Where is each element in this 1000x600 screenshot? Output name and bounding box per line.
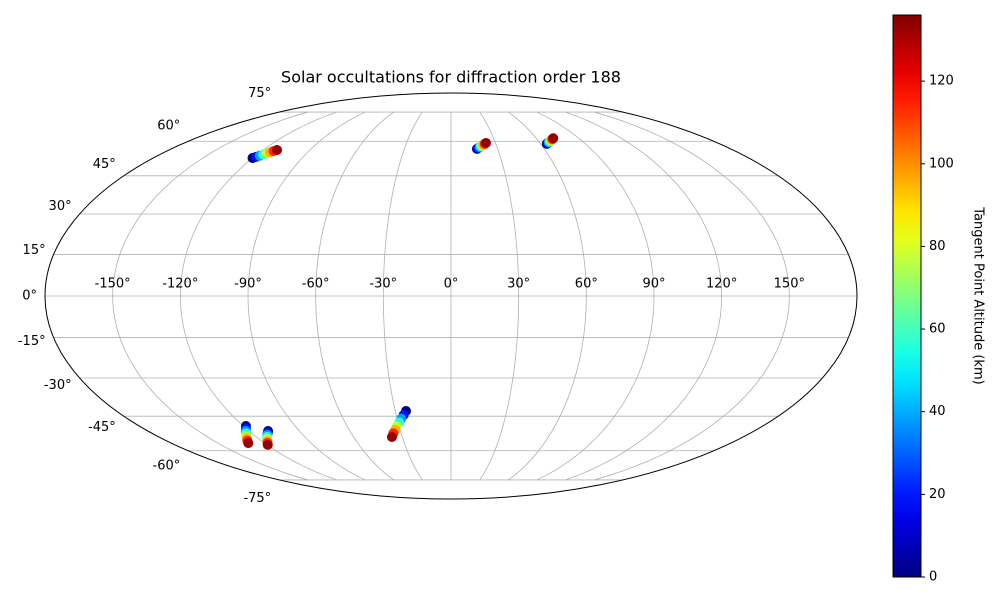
y-tick-label: 45°: [93, 157, 116, 172]
x-tick-label: 120°: [706, 277, 737, 292]
colorbar-tick-label: 80: [929, 239, 946, 254]
x-tick-label: -150°: [95, 277, 131, 292]
colorbar-label: Tangent Point Altitude (km): [971, 206, 986, 384]
y-tick-label: -75°: [243, 491, 271, 506]
grid-line: [479, 111, 520, 481]
x-tick-label: 0°: [444, 277, 459, 292]
y-tick-label: -60°: [153, 458, 181, 473]
y-tick-label: -15°: [18, 334, 46, 349]
x-tick-label: 150°: [774, 277, 805, 292]
x-tick-label: -30°: [369, 277, 397, 292]
colorbar-tick-label: 20: [929, 487, 946, 502]
grid-line: [315, 111, 394, 481]
x-tick-label: -60°: [302, 277, 330, 292]
colorbar-tick-label: 0: [929, 570, 937, 585]
scatter-point: [548, 133, 559, 144]
chart-title: Solar occultations for diffraction order…: [281, 68, 621, 87]
scatter-point: [386, 432, 397, 443]
y-tick-label: 15°: [23, 243, 46, 258]
grid-line: [565, 111, 723, 481]
y-tick-label: -30°: [44, 378, 72, 393]
x-tick-label: 30°: [507, 277, 530, 292]
x-tick-label: -120°: [162, 277, 198, 292]
x-tick-label: 60°: [575, 277, 598, 292]
map-outline: [44, 92, 858, 500]
colorbar-tick-label: 60: [929, 322, 946, 337]
y-tick-label: 0°: [22, 289, 37, 304]
grid-line: [508, 111, 587, 481]
y-tick-label: -45°: [88, 420, 116, 435]
x-tick-label: -90°: [234, 277, 262, 292]
scatter-point: [272, 145, 283, 156]
grid-line: [536, 111, 655, 481]
y-tick-label: 30°: [49, 199, 72, 214]
colorbar-tick-label: 100: [929, 156, 954, 171]
colorbar-tick-label: 40: [929, 404, 946, 419]
colorbar-tick-label: 120: [929, 74, 954, 89]
scatter-point: [480, 137, 491, 148]
scatter-point: [262, 439, 273, 450]
scatter-point: [243, 438, 254, 449]
y-tick-label: 60°: [157, 119, 180, 134]
x-tick-label: 90°: [642, 277, 665, 292]
grid-line: [247, 111, 366, 481]
colorbar: [892, 14, 922, 578]
grid-line: [594, 111, 790, 481]
y-tick-label: 75°: [248, 86, 271, 101]
grid-line: [112, 111, 308, 481]
